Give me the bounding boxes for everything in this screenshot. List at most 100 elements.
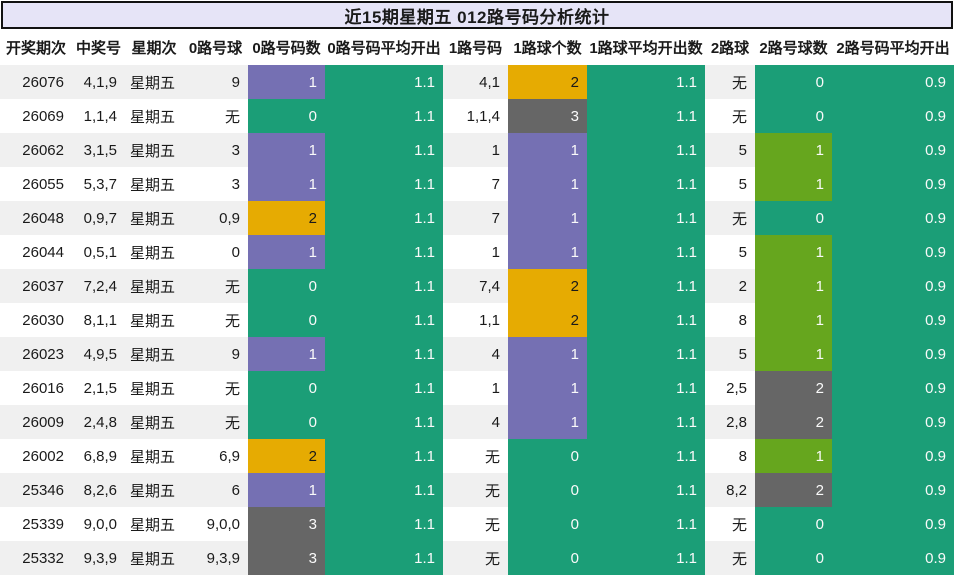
r0-balls-cell: 3 [231, 175, 240, 193]
r1-numbers-cell: 7 [491, 175, 500, 193]
col-header-r2-count: 2路号球数 [755, 29, 832, 65]
r0-avg-cell: 1.1 [325, 269, 443, 303]
r0-balls-cell: 无 [224, 312, 240, 330]
col-header-r0-balls: 0路号球 [183, 29, 248, 65]
period-cell: 25332 [0, 541, 72, 575]
r1-numbers-cell: 1 [491, 379, 500, 397]
r1-numbers-cell: 1,1,4 [466, 107, 500, 125]
col-header-r1-avg: 1路球平均开出数 [587, 29, 705, 65]
r1-avg-cell: 1.1 [587, 337, 705, 371]
r2-count-cell: 0 [755, 507, 832, 541]
r1-avg-cell: 1.1 [587, 269, 705, 303]
r2-avg-cell: 0.9 [832, 507, 954, 541]
page-title: 近15期星期五 012路号码分析统计 [1, 1, 953, 29]
r0-avg-cell: 1.1 [325, 167, 443, 201]
r0-balls-cell: 无 [224, 108, 240, 126]
r0-count-cell: 1 [248, 337, 325, 371]
r1-avg-cell: 1.1 [587, 371, 705, 405]
r0-count-cell: 3 [248, 507, 325, 541]
r2-balls-cell: 5 [705, 337, 755, 371]
weekday-cell: 星期五 [129, 244, 175, 262]
r1-numbers-cell: 无 [443, 541, 508, 575]
r0-balls-cell: 无 [183, 269, 248, 303]
weekday-cell: 星期五 [129, 516, 175, 534]
period-cell: 26030 [22, 311, 64, 329]
r1-count-cell: 0 [508, 507, 587, 541]
r0-count-cell: 2 [248, 201, 325, 235]
r0-count-cell: 1 [248, 65, 325, 99]
r0-avg-cell: 1.1 [325, 133, 443, 167]
weekday-cell: 星期五 [129, 448, 175, 466]
r0-count-cell: 0 [248, 99, 325, 133]
winning-numbers-cell: 5,3,7 [83, 175, 117, 193]
col-header-r1-count: 1路球个数 [508, 29, 587, 65]
winning-numbers-cell: 4,1,9 [72, 65, 125, 99]
r0-count-cell: 0 [248, 405, 325, 439]
r2-balls-cell: 5 [738, 243, 747, 261]
r2-count-cell: 1 [755, 303, 832, 337]
winning-numbers-cell: 8,1,1 [83, 311, 117, 329]
period-cell: 26016 [22, 379, 64, 397]
r0-avg-cell: 1.1 [325, 99, 443, 133]
r1-count-cell: 0 [508, 473, 587, 507]
r2-avg-cell: 0.9 [832, 99, 954, 133]
r0-balls-cell: 9 [183, 337, 248, 371]
col-header-weekday: 星期次 [125, 29, 183, 65]
r1-count-cell: 0 [508, 541, 587, 575]
table-row: 26002 6,8,9 星期五 6,9 2 1.1 无 0 1.1 8 1 0.9 [0, 439, 954, 473]
r1-count-cell: 0 [508, 439, 587, 473]
col-header-r2-balls: 2路球 [705, 29, 755, 65]
r2-avg-cell: 0.9 [832, 405, 954, 439]
winning-numbers-cell: 7,2,4 [72, 269, 125, 303]
r1-numbers-cell: 1 [491, 243, 500, 261]
weekday-cell: 星期五 [129, 380, 175, 398]
table-row: 26030 8,1,1 星期五无 0 1.1 1,1 2 1.1 8 1 0.9 [0, 303, 954, 337]
r1-avg-cell: 1.1 [587, 201, 705, 235]
weekday-cell: 星期五 [125, 201, 183, 235]
r0-balls-cell: 6,9 [219, 447, 240, 465]
period-cell: 26002 [22, 447, 64, 465]
r1-avg-cell: 1.1 [587, 303, 705, 337]
r2-avg-cell: 0.9 [832, 167, 954, 201]
r1-avg-cell: 1.1 [587, 507, 705, 541]
r2-balls-cell: 8,2 [705, 473, 755, 507]
table-row: 26048 0,9,7 星期五 0,9 2 1.1 7 1 1.1 无 0 0.9 [0, 201, 954, 235]
col-header-r1-numbers: 1路号码 [443, 29, 508, 65]
r1-count-cell: 2 [508, 269, 587, 303]
analysis-table: 开奖期次 中奖号 星期次 0路号球 0路号码数 0路号码平均开出 1路号码 1路球个数 1路球平… [0, 29, 954, 575]
r2-balls-cell: 5 [738, 175, 747, 193]
r2-balls-cell: 2,8 [705, 405, 755, 439]
r0-balls-cell: 无 [224, 380, 240, 398]
r1-count-cell: 2 [508, 65, 587, 99]
r0-avg-cell: 1.1 [325, 371, 443, 405]
winning-numbers-cell: 9,0,0 [83, 515, 117, 533]
col-header-winning-numbers: 中奖号 [72, 29, 125, 65]
r2-count-cell: 0 [755, 65, 832, 99]
period-cell: 26076 [0, 65, 72, 99]
header-row: 开奖期次 中奖号 星期次 0路号球 0路号码数 0路号码平均开出 1路号码 1路球个数 1路球平… [0, 29, 954, 65]
r1-numbers-cell: 1,1 [479, 311, 500, 329]
r1-avg-cell: 1.1 [587, 235, 705, 269]
r0-balls-cell: 9 [183, 65, 248, 99]
period-cell: 25339 [22, 515, 64, 533]
r0-balls-cell: 0 [231, 243, 240, 261]
r0-count-cell: 2 [248, 439, 325, 473]
period-cell: 26048 [0, 201, 72, 235]
r1-count-cell: 3 [508, 99, 587, 133]
r2-balls-cell: 无 [705, 201, 755, 235]
r2-balls-cell: 2,5 [726, 379, 747, 397]
r1-numbers-cell: 1 [443, 133, 508, 167]
r2-avg-cell: 0.9 [832, 337, 954, 371]
weekday-cell: 星期五 [125, 133, 183, 167]
r0-balls-cell: 无 [183, 405, 248, 439]
r2-count-cell: 1 [755, 235, 832, 269]
r1-count-cell: 1 [508, 133, 587, 167]
weekday-cell: 星期五 [129, 176, 175, 194]
winning-numbers-cell: 9,3,9 [72, 541, 125, 575]
r2-count-cell: 0 [755, 541, 832, 575]
table-row: 26044 0,5,1 星期五 0 1 1.1 1 1 1.1 5 1 0.9 [0, 235, 954, 269]
table-row: 25346 8,2,6 星期五 6 1 1.1 无 0 1.1 8,2 2 0.9 [0, 473, 954, 507]
period-cell: 26023 [0, 337, 72, 371]
r0-count-cell: 0 [248, 371, 325, 405]
